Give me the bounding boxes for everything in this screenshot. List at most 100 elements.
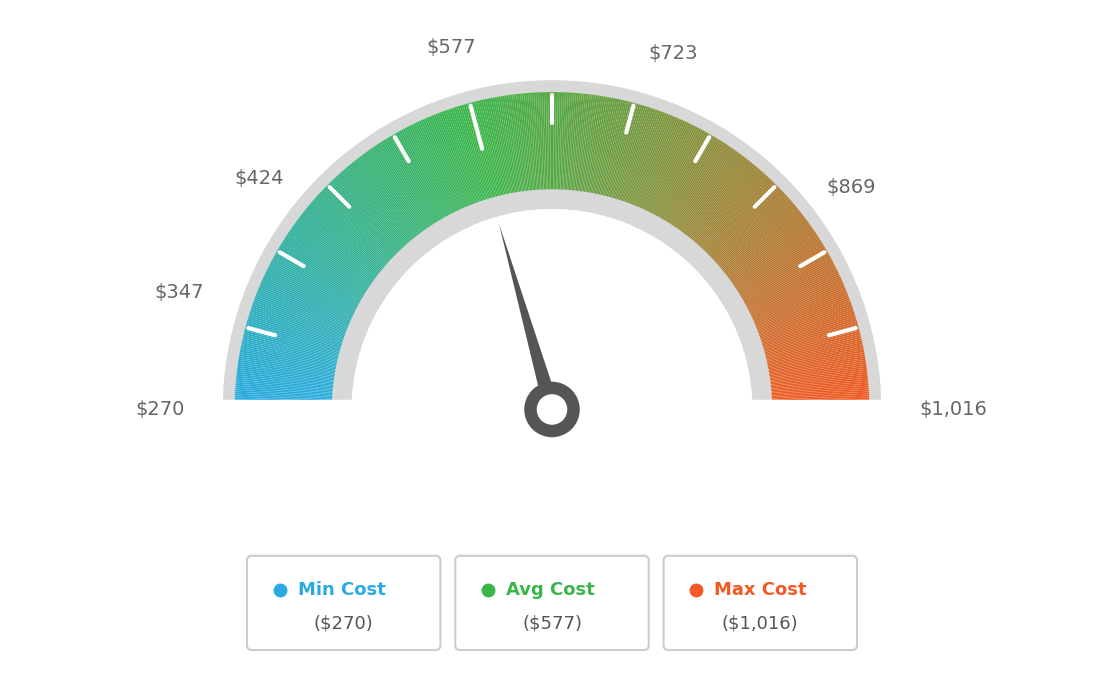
Wedge shape	[244, 333, 340, 358]
Wedge shape	[731, 228, 814, 286]
Wedge shape	[723, 212, 802, 275]
Wedge shape	[329, 182, 400, 254]
Wedge shape	[305, 208, 383, 273]
Wedge shape	[771, 406, 870, 408]
Wedge shape	[687, 160, 750, 239]
Wedge shape	[383, 139, 437, 224]
Wedge shape	[520, 93, 531, 193]
Wedge shape	[252, 304, 347, 338]
Wedge shape	[237, 364, 336, 380]
Wedge shape	[639, 118, 680, 210]
Wedge shape	[553, 92, 556, 191]
Wedge shape	[235, 388, 335, 396]
Wedge shape	[404, 128, 452, 216]
Wedge shape	[556, 92, 560, 191]
Wedge shape	[351, 162, 415, 240]
Wedge shape	[567, 93, 576, 192]
Wedge shape	[647, 124, 692, 214]
Wedge shape	[435, 114, 473, 206]
Wedge shape	[246, 323, 342, 351]
Wedge shape	[514, 94, 528, 193]
Wedge shape	[679, 152, 739, 233]
Wedge shape	[264, 275, 354, 318]
Wedge shape	[604, 101, 629, 198]
Wedge shape	[395, 132, 446, 219]
Wedge shape	[265, 273, 355, 317]
Wedge shape	[734, 235, 818, 290]
Wedge shape	[537, 92, 542, 192]
Wedge shape	[530, 92, 539, 192]
Wedge shape	[634, 115, 672, 208]
Wedge shape	[681, 154, 742, 235]
Wedge shape	[407, 126, 454, 215]
Wedge shape	[761, 319, 857, 348]
Wedge shape	[248, 315, 343, 346]
Wedge shape	[287, 233, 371, 289]
Circle shape	[537, 394, 567, 425]
Wedge shape	[723, 213, 803, 276]
Wedge shape	[248, 313, 344, 344]
Wedge shape	[758, 308, 853, 341]
Wedge shape	[235, 402, 333, 405]
Wedge shape	[323, 188, 395, 258]
Wedge shape	[675, 147, 732, 230]
Wedge shape	[267, 267, 357, 313]
Wedge shape	[581, 95, 596, 193]
Wedge shape	[311, 201, 388, 267]
Wedge shape	[469, 103, 497, 199]
Wedge shape	[245, 325, 341, 353]
Wedge shape	[708, 186, 779, 257]
Wedge shape	[361, 155, 422, 235]
Wedge shape	[268, 266, 358, 312]
Wedge shape	[659, 133, 710, 220]
Wedge shape	[288, 231, 372, 288]
Wedge shape	[683, 156, 745, 236]
Wedge shape	[270, 262, 359, 309]
Wedge shape	[517, 94, 529, 193]
Wedge shape	[252, 306, 346, 339]
Wedge shape	[753, 287, 846, 326]
Wedge shape	[655, 130, 703, 217]
Wedge shape	[751, 278, 841, 320]
Wedge shape	[741, 250, 827, 301]
Wedge shape	[665, 137, 716, 223]
Wedge shape	[587, 97, 606, 195]
Wedge shape	[696, 170, 762, 246]
Wedge shape	[328, 184, 399, 255]
Wedge shape	[578, 95, 592, 193]
Wedge shape	[737, 243, 824, 296]
Wedge shape	[650, 126, 697, 215]
Wedge shape	[709, 189, 782, 259]
Wedge shape	[763, 328, 859, 355]
Wedge shape	[502, 96, 519, 194]
Wedge shape	[619, 108, 652, 202]
Wedge shape	[266, 269, 357, 314]
Wedge shape	[417, 121, 460, 212]
Wedge shape	[237, 362, 337, 378]
Wedge shape	[764, 336, 861, 361]
Wedge shape	[755, 293, 848, 331]
Wedge shape	[728, 221, 809, 282]
Wedge shape	[309, 204, 385, 269]
Wedge shape	[744, 260, 834, 308]
Wedge shape	[236, 374, 336, 386]
Wedge shape	[646, 123, 691, 213]
Wedge shape	[768, 364, 867, 380]
Wedge shape	[730, 224, 811, 284]
Wedge shape	[726, 218, 806, 279]
Wedge shape	[437, 113, 475, 206]
Wedge shape	[508, 95, 523, 193]
Wedge shape	[682, 155, 743, 235]
Wedge shape	[255, 296, 348, 333]
Wedge shape	[689, 162, 753, 240]
Wedge shape	[714, 197, 788, 264]
Wedge shape	[633, 115, 671, 207]
Wedge shape	[296, 219, 378, 280]
Wedge shape	[304, 210, 382, 273]
Text: $270: $270	[136, 400, 185, 419]
Wedge shape	[735, 236, 819, 291]
Wedge shape	[767, 362, 867, 378]
Wedge shape	[318, 194, 392, 262]
Wedge shape	[700, 177, 769, 250]
Wedge shape	[247, 319, 343, 348]
